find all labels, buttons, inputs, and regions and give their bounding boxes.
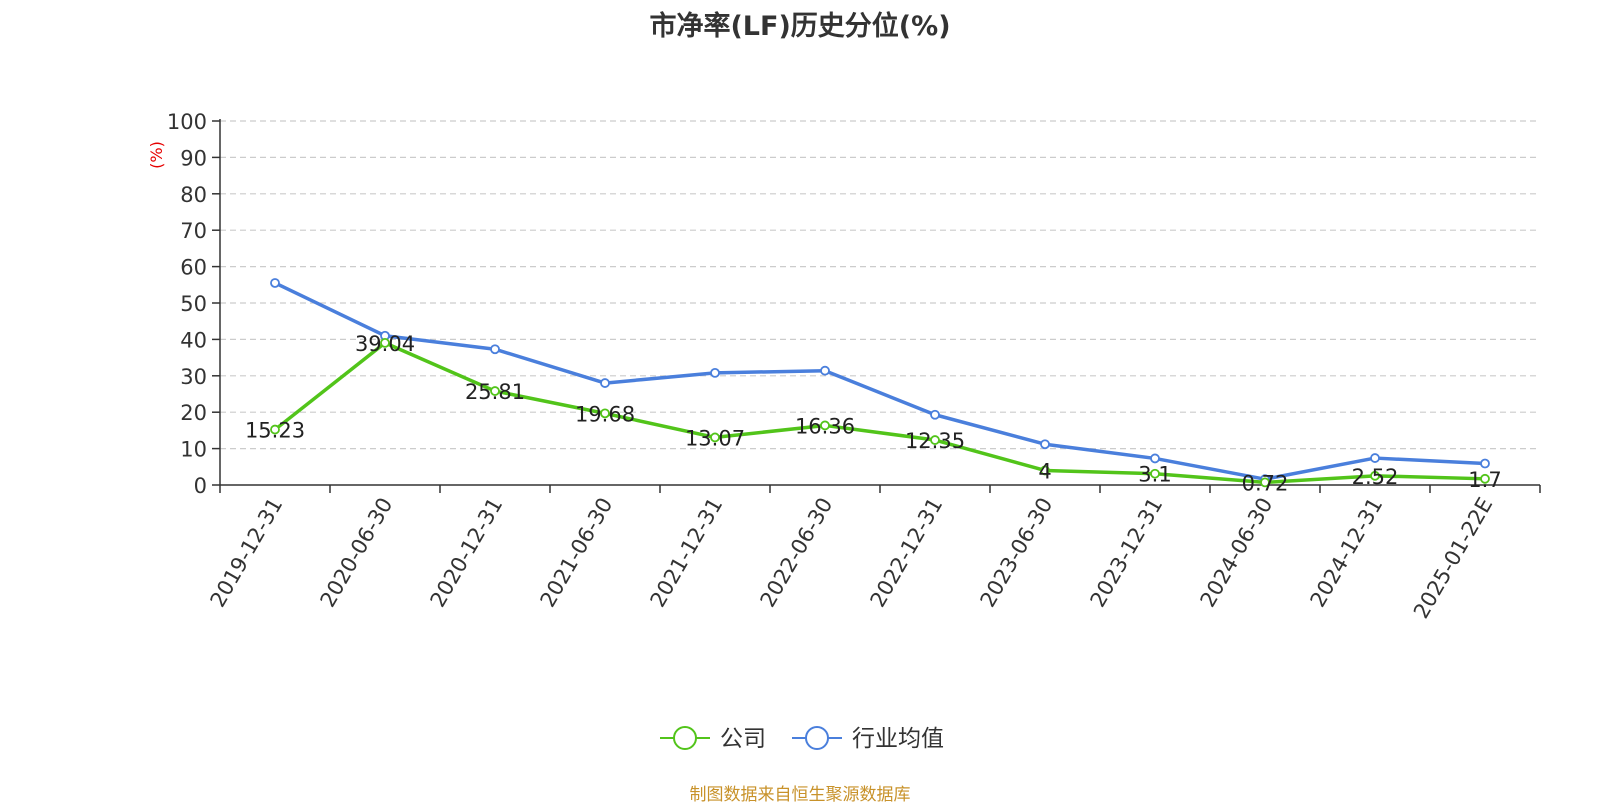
y-tick-label: 70 bbox=[180, 219, 207, 243]
data-label: 0.72 bbox=[1242, 471, 1289, 495]
data-point bbox=[1260, 477, 1270, 488]
y-tick-label: 50 bbox=[180, 292, 207, 316]
data-point bbox=[270, 424, 280, 435]
data-point bbox=[600, 378, 610, 388]
data-point bbox=[600, 408, 610, 419]
data-label: 1.7 bbox=[1468, 468, 1501, 492]
x-tick-label: 2024-12-31 bbox=[1306, 494, 1388, 612]
data-point bbox=[490, 386, 500, 396]
data-label: 25.81 bbox=[465, 380, 525, 404]
y-tick-label: 10 bbox=[180, 438, 207, 462]
x-tick-label: 2022-06-30 bbox=[756, 494, 838, 612]
y-tick-label: 0 bbox=[194, 474, 207, 498]
data-point bbox=[930, 409, 940, 420]
data-label: 15.23 bbox=[245, 419, 305, 443]
data-point bbox=[930, 435, 940, 445]
y-tick-label: 20 bbox=[180, 401, 207, 425]
data-point bbox=[820, 365, 830, 376]
y-tick-label: 30 bbox=[180, 365, 207, 389]
data-label: 13.07 bbox=[685, 426, 745, 450]
x-tick-label: 2023-06-30 bbox=[976, 494, 1058, 612]
data-point bbox=[1150, 453, 1160, 464]
y-tick-label: 100 bbox=[167, 110, 207, 134]
data-label: 12.35 bbox=[905, 429, 965, 453]
x-tick-label: 2019-12-31 bbox=[206, 494, 288, 612]
y-tick-label: 60 bbox=[180, 256, 207, 280]
y-axis-label: (%) bbox=[147, 141, 166, 169]
data-label: 39.04 bbox=[355, 332, 415, 356]
data-point bbox=[270, 278, 280, 288]
x-tick-label: 2022-12-31 bbox=[866, 494, 948, 612]
series-line bbox=[274, 281, 1486, 481]
series-line bbox=[273, 341, 1486, 485]
data-point bbox=[710, 432, 720, 443]
legend-marker bbox=[805, 726, 829, 750]
data-point bbox=[1150, 468, 1160, 479]
data-point bbox=[1480, 458, 1490, 469]
legend-label: 行业均值 bbox=[852, 726, 944, 752]
y-tick-label: 80 bbox=[180, 183, 207, 207]
chart-title: 市净率(LF)历史分位(%) bbox=[649, 11, 951, 42]
data-point bbox=[490, 344, 500, 355]
data-label: 16.36 bbox=[795, 414, 855, 438]
data-label: 2.52 bbox=[1352, 465, 1399, 489]
x-tick-label: 2021-06-30 bbox=[536, 494, 618, 612]
data-point bbox=[1480, 473, 1490, 484]
data-point bbox=[710, 367, 720, 378]
x-tick-label: 2023-12-31 bbox=[1086, 494, 1168, 612]
x-tick-label: 2021-12-31 bbox=[646, 494, 728, 612]
data-point bbox=[380, 337, 390, 348]
x-tick-label: 2025-01-22E bbox=[1409, 494, 1497, 623]
data-point bbox=[1370, 453, 1380, 463]
data-label: 3.1 bbox=[1138, 463, 1171, 487]
data-point bbox=[1370, 470, 1380, 481]
x-tick-label: 2020-12-31 bbox=[426, 494, 508, 612]
data-point bbox=[820, 420, 830, 431]
x-tick-label: 2024-06-30 bbox=[1196, 494, 1278, 612]
data-label: 19.68 bbox=[575, 402, 635, 426]
data-point bbox=[1040, 465, 1050, 476]
y-tick-label: 90 bbox=[180, 146, 207, 170]
legend-label: 公司 bbox=[720, 726, 766, 752]
data-source-note: 制图数据来自恒生聚源数据库 bbox=[689, 785, 911, 805]
x-tick-label: 2020-06-30 bbox=[316, 494, 398, 612]
y-tick-label: 40 bbox=[180, 328, 207, 352]
data-label: 4 bbox=[1038, 459, 1051, 483]
legend-marker bbox=[673, 726, 697, 750]
data-point bbox=[1040, 439, 1050, 450]
